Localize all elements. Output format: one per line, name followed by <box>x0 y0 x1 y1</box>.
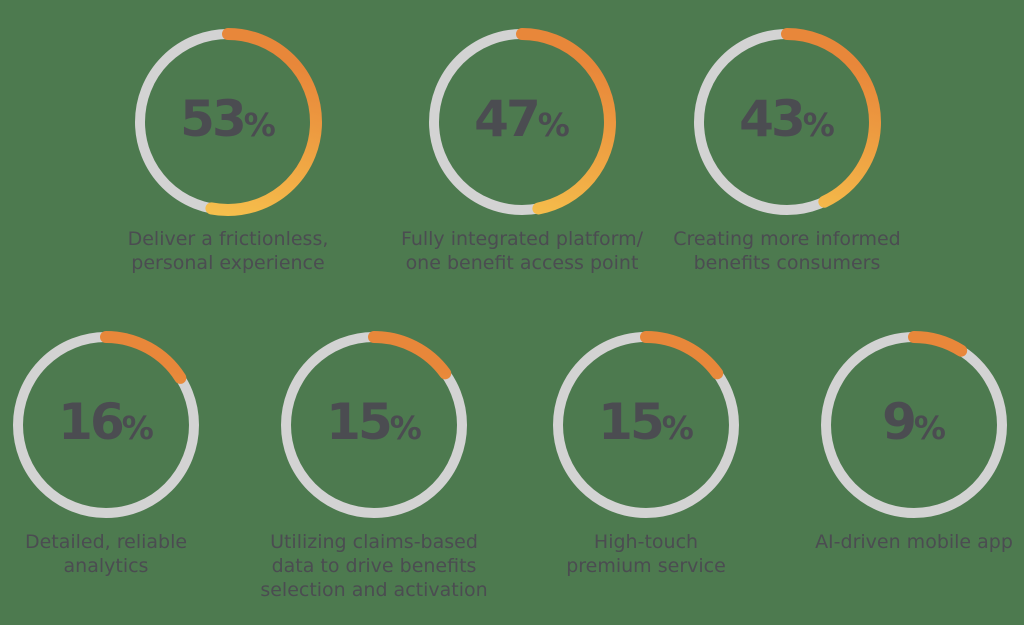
progress-ring-icon <box>428 28 616 216</box>
percentage-value: 43% <box>687 94 887 144</box>
percentage-value: 47% <box>422 94 622 144</box>
progress-ring-icon <box>552 331 740 519</box>
percent-sign: % <box>913 409 946 447</box>
percentage-value: 15% <box>546 397 746 447</box>
stat-label-line: Fully integrated platform/ <box>400 228 644 250</box>
progress-ring-icon <box>134 28 322 216</box>
percentage-value: 15% <box>274 397 474 447</box>
stat-label-line: Creating more informed <box>673 228 901 250</box>
stat-label-line: Utilizing claims-based <box>270 531 478 553</box>
percentage-number: 53 <box>180 90 247 148</box>
percent-sign: % <box>243 106 276 144</box>
stat-label-line: one benefit access point <box>405 252 639 274</box>
stat-label-line: analytics <box>63 555 149 577</box>
progress-ring-icon <box>12 331 200 519</box>
stat-label-line: AI-driven mobile app <box>815 531 1013 553</box>
stat-label: Creating more informed benefits consumers <box>657 227 917 275</box>
stat-label-line: Deliver a frictionless, <box>127 228 329 250</box>
percentage-value: 16% <box>6 397 206 447</box>
percentage-number: 9 <box>882 393 917 451</box>
percentage-number: 47 <box>474 90 541 148</box>
stat-label-line: data to drive benefits <box>271 555 477 577</box>
percentage-number: 16 <box>58 393 125 451</box>
stat-label-line: selection and activation <box>260 579 488 601</box>
percent-sign: % <box>121 409 154 447</box>
stat-label: Deliver a frictionless, personal experien… <box>98 227 358 275</box>
stat-label-line: personal experience <box>131 252 325 274</box>
stat-label-line: Detailed, reliable <box>24 531 188 553</box>
percentage-value: 53% <box>128 94 328 144</box>
percent-sign: % <box>537 106 570 144</box>
stat-label: AI-driven mobile app <box>784 530 1024 554</box>
percentage-number: 15 <box>326 393 393 451</box>
stat-label-line: High-touch <box>593 531 699 553</box>
percentage-number: 15 <box>598 393 665 451</box>
progress-ring-icon <box>280 331 468 519</box>
percentage-number: 43 <box>739 90 806 148</box>
stat-label: High-touch premium service <box>516 530 776 578</box>
percent-sign: % <box>389 409 422 447</box>
stat-label-line: premium service <box>566 555 726 577</box>
stat-label-line: benefits consumers <box>693 252 881 274</box>
stat-label: Detailed, reliable analytics <box>0 530 236 578</box>
percent-sign: % <box>661 409 694 447</box>
stat-label: Fully integrated platform/one benefit ac… <box>392 227 652 275</box>
percent-sign: % <box>802 106 835 144</box>
stat-label: Utilizing claims-based data to drive bene… <box>244 530 504 602</box>
percentage-value: 9% <box>814 397 1014 447</box>
progress-ring-icon <box>693 28 881 216</box>
progress-ring-icon <box>820 331 1008 519</box>
